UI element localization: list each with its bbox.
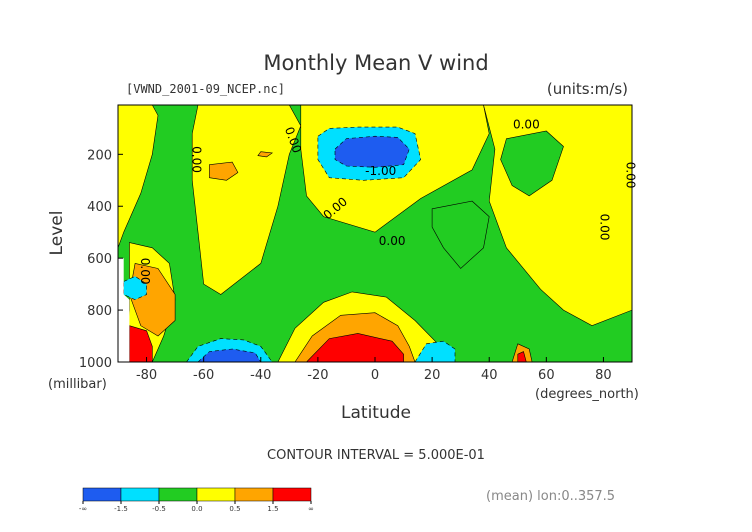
- contour-label: 0.00: [379, 234, 406, 248]
- colorbar-label: 1.5: [267, 505, 278, 513]
- contour-label: -1.00: [365, 164, 396, 178]
- colorbar-label: 0.5: [229, 505, 240, 513]
- x-tick-label: -20: [307, 368, 328, 383]
- contour-region-red: [517, 351, 527, 362]
- units-label: (units:m/s): [547, 80, 628, 98]
- colorbar-label: -1.5: [114, 505, 128, 513]
- dataset-label: [VWND_2001-09_NCEP.nc]: [126, 82, 285, 96]
- contour-region-white: [118, 258, 130, 362]
- contour-region-red: [306, 333, 404, 362]
- x-tick-label: 80: [595, 368, 612, 383]
- contour-region-yellow: [191, 105, 302, 295]
- x-tick-label: 40: [481, 368, 498, 383]
- x-tick-label: 0: [371, 368, 379, 383]
- contour-label: 0.00: [189, 146, 203, 173]
- contour-region-orange: [209, 161, 239, 181]
- y-tick-label: 200: [87, 148, 112, 163]
- contour-region-green: [431, 200, 490, 269]
- contour-region-cyan: [414, 340, 456, 362]
- colorbar-label: 0.0: [191, 505, 202, 513]
- contour-regions: [118, 105, 632, 362]
- y-axis-unit: (millibar): [48, 377, 107, 392]
- x-tick-label: -40: [250, 368, 271, 383]
- contour-region-orange: [257, 151, 274, 158]
- colorbar-swatch: [158, 487, 198, 502]
- contour-region-cyan: [123, 275, 147, 301]
- colorbar-swatch: [272, 487, 312, 502]
- colorbar-label: -∞: [79, 505, 87, 513]
- contour-labels: 0.000.00-1.000.000.000.000.000.000.00: [138, 117, 637, 284]
- colorbar-label: ∞: [308, 505, 314, 513]
- x-tick-label: 20: [424, 368, 441, 383]
- colorbar-swatch: [196, 487, 236, 502]
- y-tick-label: 1000: [79, 356, 112, 371]
- y-tick-label: 600: [87, 252, 112, 267]
- contour-region-green: [500, 130, 564, 197]
- contour-region-blue: [334, 135, 410, 168]
- chart-title: Monthly Mean V wind: [263, 51, 488, 75]
- x-axis: -80 -60 -40 -20 0 20 40 60 80: [136, 357, 612, 383]
- colorbar-label: -0.5: [152, 505, 166, 513]
- x-tick-label: 60: [538, 368, 555, 383]
- colorbar-swatch: [82, 487, 122, 502]
- contour-interval-text: CONTOUR INTERVAL = 5.000E-01: [267, 448, 485, 463]
- y-axis-title: Level: [47, 211, 67, 256]
- contour-label: 0.00: [598, 214, 612, 241]
- colorbar-swatch: [234, 487, 274, 502]
- colorbar-swatch: [120, 487, 160, 502]
- contour-region-yellow: [118, 105, 159, 248]
- x-tick-label: -60: [193, 368, 214, 383]
- contour-region-blue: [197, 348, 262, 362]
- contour-label: 0.00: [513, 117, 540, 131]
- x-axis-title: Latitude: [341, 403, 411, 423]
- colorbar: -∞ -1.5 -0.5 0.0 0.5 1.5 ∞: [79, 487, 314, 513]
- contour-label: 0.00: [138, 258, 152, 285]
- x-axis-unit: (degrees_north): [535, 387, 639, 402]
- contour-label: 0.00: [623, 162, 637, 189]
- mean-lon-footer: (mean) lon:0..357.5: [486, 489, 615, 504]
- y-axis: 200 400 600 800 1000: [79, 148, 123, 371]
- y-tick-label: 400: [87, 200, 112, 215]
- y-tick-label: 800: [87, 304, 112, 319]
- x-tick-label: -80: [136, 368, 157, 383]
